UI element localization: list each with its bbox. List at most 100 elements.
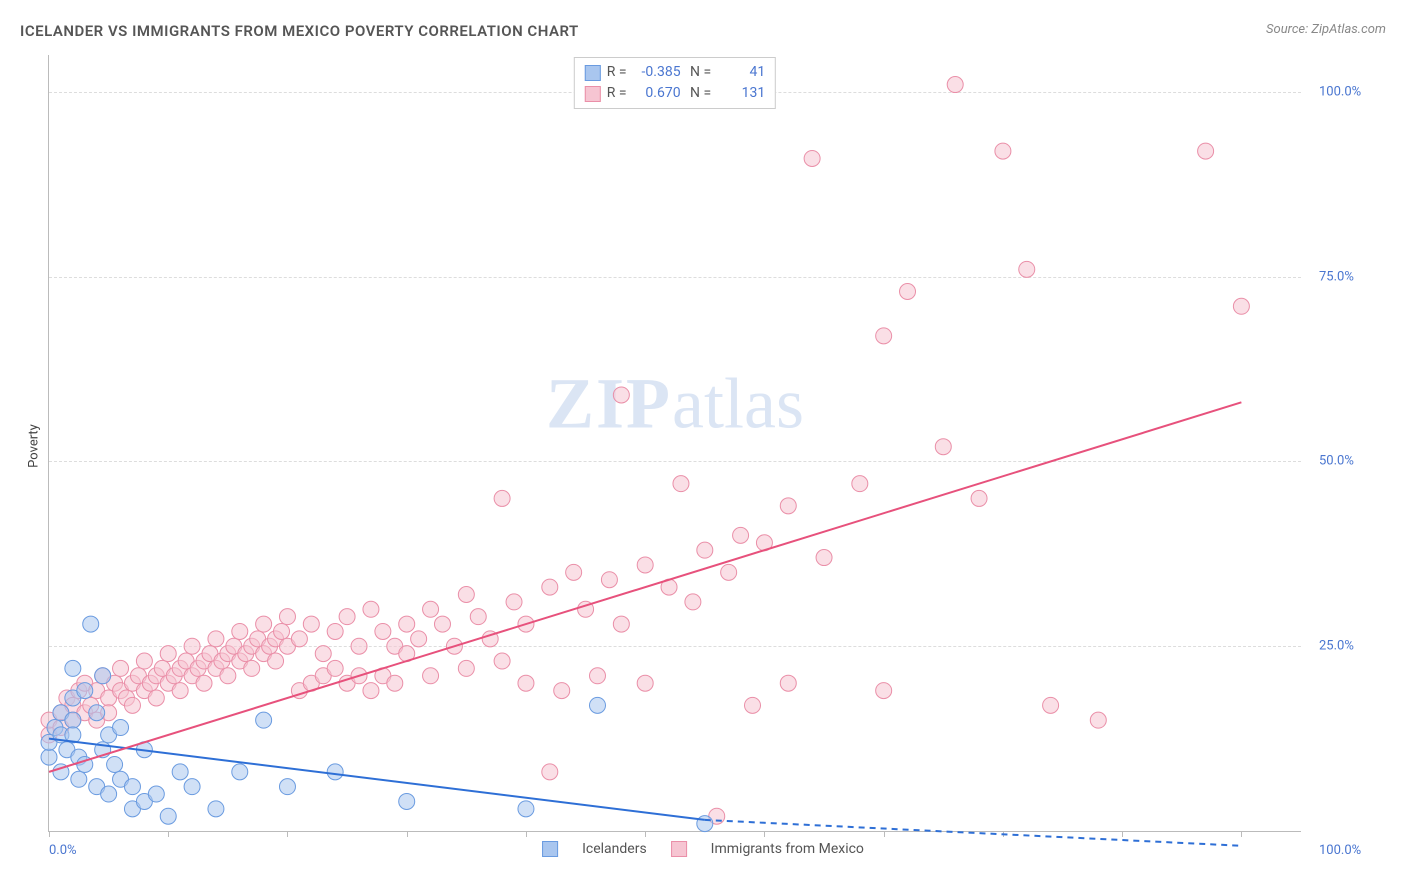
scatter-point xyxy=(303,616,319,632)
scatter-point xyxy=(947,77,963,93)
scatter-point xyxy=(566,564,582,580)
scatter-point xyxy=(411,631,427,647)
regression-line xyxy=(49,402,1241,772)
scatter-point xyxy=(685,594,701,610)
scatter-point xyxy=(697,542,713,558)
scatter-point xyxy=(721,564,737,580)
scatter-point xyxy=(780,675,796,691)
y-tick-label: 50.0% xyxy=(1319,454,1354,469)
scatter-point xyxy=(506,594,522,610)
scatter-point xyxy=(637,675,653,691)
y-tick-label: 100.0% xyxy=(1319,84,1361,99)
scatter-point xyxy=(351,638,367,654)
scatter-point xyxy=(172,764,188,780)
scatter-point xyxy=(315,646,331,662)
x-tick xyxy=(168,831,169,837)
stats-row-mexico: R =0.670 N =131 xyxy=(585,83,765,104)
plot-area: ZIPatlas R =-0.385 N =41 R =0.670 N =131… xyxy=(48,55,1301,832)
scatter-point xyxy=(470,609,486,625)
x-tick xyxy=(1122,831,1123,837)
y-tick-label: 75.0% xyxy=(1319,269,1354,284)
scatter-point xyxy=(256,712,272,728)
y-tick-label: 25.0% xyxy=(1319,639,1354,654)
x-tick xyxy=(645,831,646,837)
scatter-point xyxy=(852,476,868,492)
scatter-point xyxy=(208,631,224,647)
x-tick xyxy=(526,831,527,837)
scatter-point xyxy=(494,653,510,669)
scatter-point xyxy=(375,623,391,639)
scatter-point xyxy=(327,660,343,676)
scatter-point xyxy=(184,638,200,654)
scatter-point xyxy=(291,631,307,647)
scatter-point xyxy=(148,786,164,802)
scatter-point xyxy=(113,720,129,736)
scatter-point xyxy=(232,623,248,639)
scatter-point xyxy=(673,476,689,492)
scatter-point xyxy=(613,616,629,632)
scatter-point xyxy=(339,609,355,625)
scatter-point xyxy=(41,749,57,765)
scatter-point xyxy=(83,616,99,632)
stats-row-icelanders: R =-0.385 N =41 xyxy=(585,62,765,83)
scatter-point xyxy=(995,143,1011,159)
scatter-point xyxy=(1090,712,1106,728)
scatter-point xyxy=(327,623,343,639)
scatter-point xyxy=(274,623,290,639)
scatter-point xyxy=(220,668,236,684)
legend-label-icelanders: Icelanders xyxy=(582,841,647,857)
scatter-point xyxy=(423,668,439,684)
scatter-point xyxy=(542,764,558,780)
scatter-point xyxy=(148,690,164,706)
scatter-point xyxy=(876,328,892,344)
chart-title: ICELANDER VS IMMIGRANTS FROM MEXICO POVE… xyxy=(20,22,579,40)
swatch-icelanders xyxy=(585,65,601,81)
stats-box: R =-0.385 N =41 R =0.670 N =131 xyxy=(574,57,776,109)
scatter-point xyxy=(900,283,916,299)
scatter-point xyxy=(733,527,749,543)
scatter-point xyxy=(399,616,415,632)
x-tick xyxy=(764,831,765,837)
scatter-point xyxy=(1198,143,1214,159)
scatter-point xyxy=(589,668,605,684)
x-tick-label-max: 100.0% xyxy=(1319,843,1361,858)
scatter-point xyxy=(518,801,534,817)
scatter-point xyxy=(542,579,558,595)
x-tick xyxy=(49,831,50,837)
scatter-point xyxy=(935,439,951,455)
scatter-point xyxy=(279,609,295,625)
scatter-point xyxy=(518,675,534,691)
scatter-point xyxy=(613,387,629,403)
source-label: Source: ZipAtlas.com xyxy=(1266,22,1386,37)
legend-label-mexico: Immigrants from Mexico xyxy=(711,841,864,857)
scatter-point xyxy=(1043,697,1059,713)
bottom-legend: Icelanders Immigrants from Mexico xyxy=(542,841,864,857)
scatter-point xyxy=(256,616,272,632)
scatter-point xyxy=(232,764,248,780)
scatter-point xyxy=(697,816,713,832)
scatter-point xyxy=(363,683,379,699)
scatter-point xyxy=(244,660,260,676)
scatter-point xyxy=(971,490,987,506)
x-tick-label-min: 0.0% xyxy=(49,843,77,858)
legend-swatch-mexico xyxy=(671,841,687,857)
scatter-point xyxy=(77,683,93,699)
scatter-point xyxy=(816,550,832,566)
x-tick xyxy=(407,831,408,837)
scatter-point xyxy=(107,756,123,772)
scatter-point xyxy=(434,616,450,632)
scatter-point xyxy=(172,683,188,699)
y-axis-label: Poverty xyxy=(26,424,41,468)
scatter-point xyxy=(124,697,140,713)
x-tick xyxy=(884,831,885,837)
x-tick xyxy=(1241,831,1242,837)
scatter-point xyxy=(589,697,605,713)
scatter-point xyxy=(780,498,796,514)
scatter-point xyxy=(279,779,295,795)
scatter-point xyxy=(184,779,200,795)
scatter-point xyxy=(804,150,820,166)
scatter-point xyxy=(494,490,510,506)
swatch-mexico xyxy=(585,86,601,102)
scatter-point xyxy=(1233,298,1249,314)
scatter-point xyxy=(65,712,81,728)
